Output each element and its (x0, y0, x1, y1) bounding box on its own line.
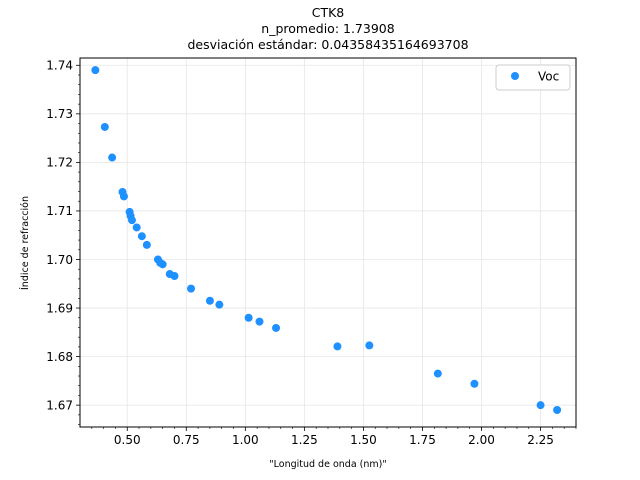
y-tick-label: 1.68 (46, 350, 73, 364)
data-point (333, 342, 342, 351)
legend-box (495, 64, 571, 91)
data-point (170, 272, 179, 281)
legend-label: Voc (538, 70, 559, 84)
legend-marker (511, 72, 519, 80)
y-tick-label: 1.73 (46, 107, 73, 121)
data-point (91, 66, 100, 75)
y-tick-label: 1.67 (46, 398, 73, 412)
data-points (91, 66, 562, 415)
y-tick-label: 1.69 (46, 301, 73, 315)
chart-title-line-1: CTK8 (312, 5, 345, 20)
data-point (205, 296, 214, 305)
legend: Voc (495, 64, 571, 91)
x-tick-label: 2.25 (527, 433, 554, 447)
data-point (470, 379, 479, 388)
y-tick-label: 1.70 (46, 253, 73, 267)
x-tick-label: 1.00 (232, 433, 259, 447)
plot-frame (79, 57, 577, 428)
data-point (132, 223, 141, 232)
y-tick-label: 1.74 (46, 59, 73, 73)
data-point (119, 192, 128, 201)
y-tick-label: 1.72 (46, 156, 73, 170)
data-point (433, 369, 442, 378)
data-point (187, 284, 196, 293)
data-point (137, 232, 146, 241)
chart-title: CTK8 n_promedio: 1.73908 desviación está… (187, 5, 468, 52)
data-point (100, 122, 109, 131)
minor-ticks (78, 74, 577, 429)
x-tick-label: 1.25 (291, 433, 318, 447)
x-axis-ticks: 0.50 0.75 1.00 1.25 1.50 1.75 2.00 2.25 (114, 427, 554, 447)
chart-title-line-2: n_promedio: 1.73908 (261, 21, 394, 36)
x-tick-label: 1.50 (350, 433, 377, 447)
data-point (158, 260, 167, 269)
data-point (244, 313, 253, 322)
y-axis-label: Índice de refracción (19, 196, 31, 290)
grid-lines (80, 58, 576, 427)
y-axis-ticks: 1.67 1.68 1.69 1.70 1.71 1.72 1.73 1.74 (46, 59, 80, 412)
x-tick-label: 0.50 (114, 433, 141, 447)
data-point (127, 216, 136, 225)
x-tick-label: 2.00 (468, 433, 495, 447)
data-point (365, 341, 374, 350)
data-point (108, 153, 117, 162)
chart-title-line-3: desviación estándar: 0.04358435164693708 (187, 37, 468, 52)
data-point (536, 401, 545, 410)
data-point (272, 323, 281, 332)
data-point (215, 300, 224, 309)
x-axis-label: "Longitud de onda (nm)" (269, 459, 386, 470)
data-point (255, 317, 264, 326)
data-point (142, 240, 151, 249)
y-tick-label: 1.71 (46, 204, 73, 218)
data-point (553, 406, 562, 415)
x-tick-label: 1.75 (409, 433, 436, 447)
x-tick-label: 0.75 (173, 433, 200, 447)
